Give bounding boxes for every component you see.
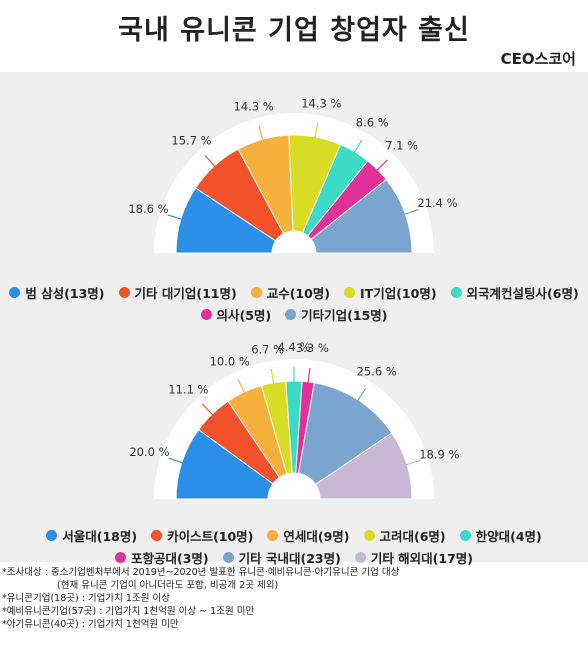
chart1-value-label-6: 21.4 % xyxy=(417,196,457,210)
chart1-leader-6 xyxy=(401,208,419,216)
legend2-marker-0 xyxy=(46,530,58,541)
chart2-value-label-6: 25.6 % xyxy=(357,364,397,378)
footnote-unicorn: *유니콘기업(18곳) : 기업가치 1조원 이상 xyxy=(2,593,170,604)
chart2-value-label-3: 6.7 % xyxy=(251,342,284,356)
chart2-value-label-1: 11.1 % xyxy=(168,383,208,397)
chart-founder-background: 18.6 % 15.7 % 14.3 % 14.3 % 8.6 % 7.1 % 21.4 % xyxy=(128,96,458,254)
legend1-item-2: 교수(10명) xyxy=(250,283,331,302)
chart1-value-label-5: 7.1 % xyxy=(385,139,418,153)
chart2-leader-2 xyxy=(237,379,247,396)
chart1-value-label-4: 8.6 % xyxy=(356,116,389,130)
legend1-item-3: IT기업(10명) xyxy=(344,283,437,302)
chart2-value-label-2: 10.0 % xyxy=(210,354,250,368)
footnote-baby-unicorn: *아기유니콘(40곳) : 기업가치 1천억원 미만 xyxy=(2,619,179,630)
legend-founder-background: 범 삼성(13명) 기타 대기업(11명) 교수(10명) IT기업(10명) 외국계컨… xyxy=(0,283,588,324)
chart1-leader-2 xyxy=(258,125,265,144)
legend1-marker-5 xyxy=(200,309,212,320)
chart1-slice-6 xyxy=(310,178,413,254)
legend1-marker-2 xyxy=(250,287,262,298)
chart1-leader-3 xyxy=(313,123,319,141)
footnote-pre-unicorn: *예비유니콘기업(57곳) : 기업가치 1천억원 이상 ~ 1조원 미만 xyxy=(2,606,255,617)
legend1-label-5: 의사(5명) xyxy=(216,308,272,323)
legend1-label-4: 외국계컨설팅사(6명) xyxy=(466,286,579,301)
chart2-value-label-0: 20.0 % xyxy=(129,445,169,459)
legend1-item-1: 기타 대기업(11명) xyxy=(118,283,237,302)
legend2-label-5: 포항공대(3명) xyxy=(131,551,209,566)
chart2-value-label-5: 3.3 % xyxy=(296,341,329,355)
legend1-marker-4 xyxy=(450,287,462,298)
legend2-marker-5 xyxy=(115,552,126,563)
legend1-item-4: 외국계컨설팅사(6명) xyxy=(450,283,579,302)
legend2-item-3: 고려대(6명) xyxy=(363,526,446,545)
chart1-leader-0 xyxy=(167,214,186,221)
legend2-marker-1 xyxy=(151,530,163,541)
legend2-marker-3 xyxy=(363,530,375,541)
legend2-label-1: 카이스트(10명) xyxy=(167,529,254,544)
legend1-label-2: 교수(10명) xyxy=(266,286,331,301)
legend2-label-4: 한양대(4명) xyxy=(475,529,542,544)
chart1-value-label-0: 18.6 % xyxy=(128,202,168,216)
legend-founder-university: 서울대(18명) 카이스트(10명) 연세대(9명) 고려대(6명) 한양대(4명) 포항… xyxy=(0,526,588,567)
legend2-label-2: 연세대(9명) xyxy=(283,529,350,544)
legend2-item-4: 한양대(4명) xyxy=(459,526,542,545)
chart2-slice-0 xyxy=(175,428,274,500)
legend2-label-6: 기타 국내대(23명) xyxy=(238,551,341,566)
legend2-marker-6 xyxy=(222,552,234,563)
legend2-item-6: 기타 국내대(23명) xyxy=(222,548,341,567)
footnote-survey: *조사대상 : 중소기업벤처부에서 2019년~2020년 발표한 유니콘·예비… xyxy=(2,567,400,578)
chart1-leader-4 xyxy=(352,139,363,156)
legend2-item-5: 포항공대(3명) xyxy=(115,548,209,567)
legend1-label-6: 기타기업(15명) xyxy=(301,308,388,323)
legend1-marker-3 xyxy=(344,287,356,298)
legend1-marker-1 xyxy=(118,287,130,298)
chart1-value-label-2: 14.3 % xyxy=(234,99,274,113)
legend1-item-5: 의사(5명) xyxy=(200,305,272,324)
legend2-marker-4 xyxy=(459,530,471,541)
legend1-item-6: 기타기업(15명) xyxy=(285,305,387,324)
legend2-item-7: 기타 해외대(17명) xyxy=(354,548,473,567)
chart1-leader-1 xyxy=(204,155,218,170)
legend2-item-1: 카이스트(10명) xyxy=(151,526,253,545)
footnote-survey-detail: (현재 유니콘 기업이 아니더라도 포함, 비공개 2곳 제외) xyxy=(57,580,279,591)
legend1-label-0: 범 삼성(13명) xyxy=(25,286,105,301)
chart1-leader-5 xyxy=(374,159,388,173)
chart-founder-university: 20.0 % 11.1 % 10.0 %6.7 %4.4 %3.3 % 25.6 % 1… xyxy=(129,340,460,500)
chart1-value-label-3: 14.3 % xyxy=(301,96,341,110)
legend1-label-1: 기타 대기업(11명) xyxy=(134,286,237,301)
footnotes: *조사대상 : 중소기업벤처부에서 2019년~2020년 발표한 유니콘·예비… xyxy=(2,566,586,631)
chart2-leader-1 xyxy=(201,403,216,418)
chart2-slice-7 xyxy=(314,432,413,500)
legend2-label-3: 고려대(6명) xyxy=(379,529,446,544)
legend1-marker-6 xyxy=(285,309,297,320)
legend2-item-0: 서울대(18명) xyxy=(46,526,137,545)
chart2-leader-0 xyxy=(168,457,186,465)
chart2-value-label-7: 18.9 % xyxy=(419,448,459,462)
legend1-marker-0 xyxy=(9,287,21,298)
chart2-slice-6 xyxy=(297,382,393,486)
chart2-leader-5 xyxy=(307,367,311,386)
chart-title: 국내 유니콘 기업 창업자 출신 xyxy=(118,15,470,46)
legend2-label-0: 서울대(18명) xyxy=(62,529,138,544)
brand-logo: CEO스코어 xyxy=(500,50,576,68)
chart2-leader-7 xyxy=(402,459,421,467)
chart2-value-label-4: 4.4 % xyxy=(278,340,311,354)
legend1-label-3: IT기업(10명) xyxy=(360,286,437,301)
legend1-item-0: 범 삼성(13명) xyxy=(9,283,105,302)
chart1-value-label-1: 15.7 % xyxy=(171,134,211,148)
legend2-item-2: 연세대(9명) xyxy=(267,526,350,545)
chart2-leader-6 xyxy=(355,387,367,404)
legend2-marker-7 xyxy=(354,552,366,563)
legend2-label-7: 기타 해외대(17명) xyxy=(370,551,473,566)
chart2-leader-3 xyxy=(270,368,275,387)
legend2-marker-2 xyxy=(267,530,279,541)
